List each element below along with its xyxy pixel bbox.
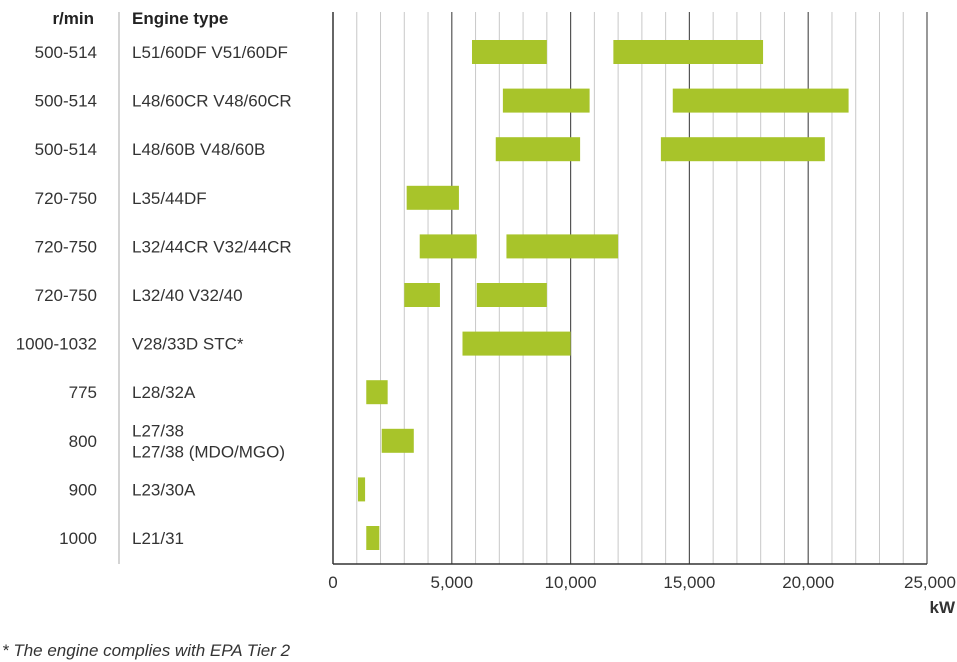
x-tick-label: 20,000 <box>782 573 834 592</box>
row-speed-label: 1000-1032 <box>16 335 97 354</box>
range-bar-11-1 <box>366 526 380 550</box>
x-axis: 0 5,000 10,000 15,000 20,000 25,000 <box>328 12 956 592</box>
footnote: * The engine complies with EPA Tier 2 <box>2 641 291 660</box>
x-tick-label: 25,000 <box>904 573 956 592</box>
row-engine-label: V28/33D STC* <box>132 335 244 354</box>
row-speed-label: 500-514 <box>35 92 97 111</box>
row-engine-label: L21/31 <box>132 529 184 548</box>
x-axis-unit-label: kW <box>930 598 956 617</box>
x-tick-label: 0 <box>328 573 337 592</box>
range-bar-9-1 <box>381 428 414 453</box>
row-engine-label: L23/30A <box>132 480 196 499</box>
row-speed-label: 500-514 <box>35 43 97 62</box>
row-engine-label: L48/60B V48/60B <box>132 140 265 159</box>
range-bar-7-1 <box>462 331 571 356</box>
row-speed-label: 720-750 <box>35 237 97 256</box>
x-tick-label: 15,000 <box>663 573 715 592</box>
header-speed: r/min <box>52 9 94 28</box>
range-bar-6-2 <box>476 283 547 307</box>
range-bar-3-1 <box>495 137 581 162</box>
range-bar-2-1 <box>502 88 590 113</box>
row-engine-label: L51/60DF V51/60DF <box>132 43 288 62</box>
x-tick-label: 10,000 <box>545 573 597 592</box>
range-bar-8-1 <box>366 380 388 405</box>
row-speed-label: 775 <box>69 383 97 402</box>
row-speed-label: 720-750 <box>35 189 97 208</box>
range-bar-4-1 <box>406 185 459 210</box>
row-speed-label: 900 <box>69 480 97 499</box>
range-bar-1-1 <box>471 40 547 64</box>
range-bar-6-1 <box>404 283 440 307</box>
range-bar-10-1 <box>357 477 366 502</box>
row-speed-label: 500-514 <box>35 140 97 159</box>
row-engine-label: L48/60CR V48/60CR <box>132 92 292 111</box>
row-speed-label: 1000 <box>59 529 97 548</box>
range-bar-3-2 <box>660 137 825 162</box>
row-speed-label: 800 <box>69 432 97 451</box>
row-labels: 500-514 L51/60DF V51/60DF 500-514 L48/60CR … <box>16 43 292 548</box>
range-bar-5-1 <box>419 234 477 259</box>
row-speed-label: 720-750 <box>35 286 97 305</box>
row-engine-label: L28/32A <box>132 383 196 402</box>
row-engine-label: L32/40 V32/40 <box>132 286 243 305</box>
row-engine-label: L27/38 <box>132 421 184 440</box>
row-engine-label: L27/38 (MDO/MGO) <box>132 442 285 461</box>
range-bar-1-2 <box>613 40 764 64</box>
row-engine-label: L35/44DF <box>132 189 207 208</box>
range-bar-2-2 <box>672 88 849 113</box>
header-engine-type: Engine type <box>132 9 228 28</box>
bars <box>357 40 849 550</box>
row-engine-label: L32/44CR V32/44CR <box>132 237 292 256</box>
range-bar-5-2 <box>506 234 619 259</box>
x-tick-label: 5,000 <box>431 573 474 592</box>
